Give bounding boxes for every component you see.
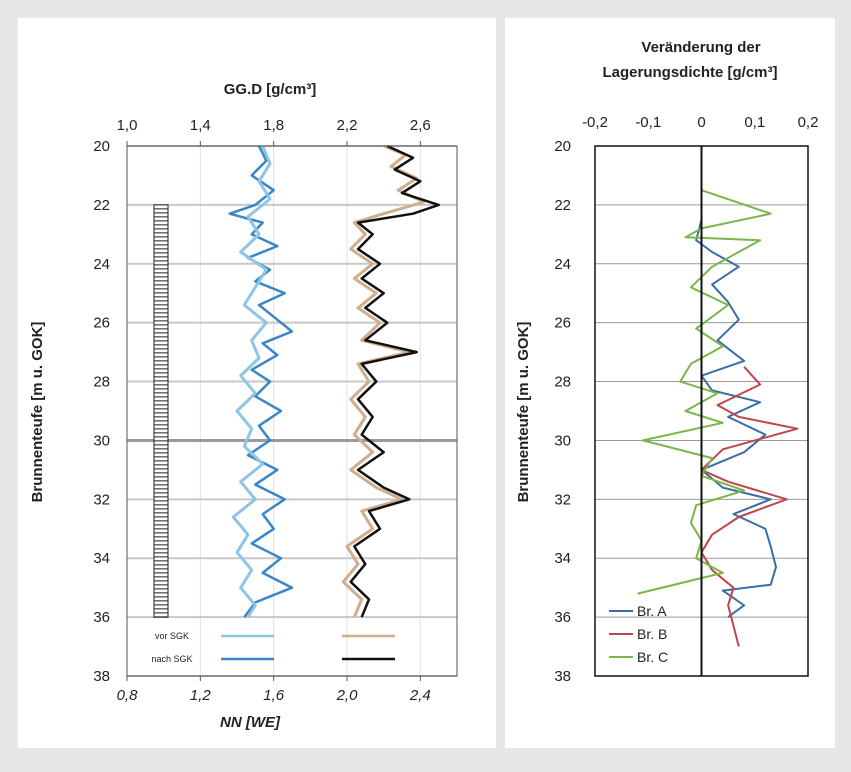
right-y-tick-label: 26 <box>554 315 571 332</box>
left-y-tick-label: 26 <box>93 315 110 332</box>
left-series-line-0 <box>228 145 294 618</box>
right-x-tick-label: 0,1 <box>744 114 765 131</box>
right-y-tick-label: 34 <box>554 550 571 567</box>
left-y-tick-label: 30 <box>93 432 110 449</box>
left-plot-frame <box>126 145 458 677</box>
left-panel-background <box>18 18 496 748</box>
left-top-tick-label: 1,8 <box>263 117 284 134</box>
right-chart-title-line1: Veränderung der <box>641 39 760 56</box>
left-legend-label: nach SGK <box>151 654 192 664</box>
right-x-tick-label: -0,2 <box>582 114 608 131</box>
well-column-hatching <box>154 208 168 618</box>
left-y-tick-label: 20 <box>93 138 110 155</box>
right-y-tick-label: 22 <box>554 197 571 214</box>
left-bottom-tick-label: 0,8 <box>117 687 139 704</box>
right-y-tick-label: 38 <box>554 668 571 685</box>
left-y-tick-label: 24 <box>93 256 110 273</box>
right-y-tick-label: 28 <box>554 374 571 391</box>
right-y-axis-title: Brunnenteufe [m u. GOK] <box>515 322 532 503</box>
left-bottom-axis-title: NN [WE] <box>220 714 281 731</box>
well-column-marker <box>153 204 169 618</box>
right-plot-frame <box>594 145 809 677</box>
right-series-line-brc <box>637 189 772 595</box>
left-y-axis-title: Brunnenteufe [m u. GOK] <box>29 322 46 503</box>
left-top-tick-label: 1,4 <box>190 117 211 134</box>
left-top-tick-label: 2,6 <box>410 117 431 134</box>
right-x-tick-label: 0 <box>697 114 705 131</box>
left-y-tick-label: 36 <box>93 609 110 626</box>
left-bottom-tick-label: 1,6 <box>263 687 285 704</box>
left-y-tick-label: 28 <box>93 374 110 391</box>
left-bottom-tick-label: 2,4 <box>409 687 431 704</box>
left-y-tick-label: 22 <box>93 197 110 214</box>
left-legend-label: vor SGK <box>155 631 189 641</box>
right-x-tick-label: -0,1 <box>635 114 661 131</box>
right-chart-title-line2: Lagerungsdichte [g/cm³] <box>602 64 777 81</box>
right-y-tick-label: 20 <box>554 138 571 155</box>
right-y-tick-label: 32 <box>554 491 571 508</box>
right-legend-label: Br. B <box>637 626 667 642</box>
right-y-tick-label: 30 <box>554 432 571 449</box>
right-x-tick-label: 0,2 <box>798 114 819 131</box>
right-legend-label: Br. C <box>637 649 668 665</box>
left-top-tick-label: 2,2 <box>337 117 358 134</box>
left-series-line-1 <box>231 145 272 618</box>
left-top-axis-title: GG.D [g/cm³] <box>224 81 317 98</box>
right-y-tick-label: 24 <box>554 256 571 273</box>
right-y-tick-label: 36 <box>554 609 571 626</box>
left-series-line-2 <box>341 144 426 618</box>
right-series-line-brb <box>700 366 799 647</box>
right-series-line-bra <box>695 219 777 618</box>
left-y-tick-label: 34 <box>93 550 110 567</box>
left-y-tick-label: 38 <box>93 668 110 685</box>
left-y-tick-label: 32 <box>93 491 110 508</box>
right-legend-label: Br. A <box>637 603 667 619</box>
left-top-tick-label: 1,0 <box>117 117 138 134</box>
left-bottom-tick-label: 2,0 <box>336 687 359 704</box>
right-panel-background <box>505 18 835 748</box>
left-bottom-tick-label: 1,2 <box>190 687 212 704</box>
left-series-line-3 <box>349 144 440 618</box>
